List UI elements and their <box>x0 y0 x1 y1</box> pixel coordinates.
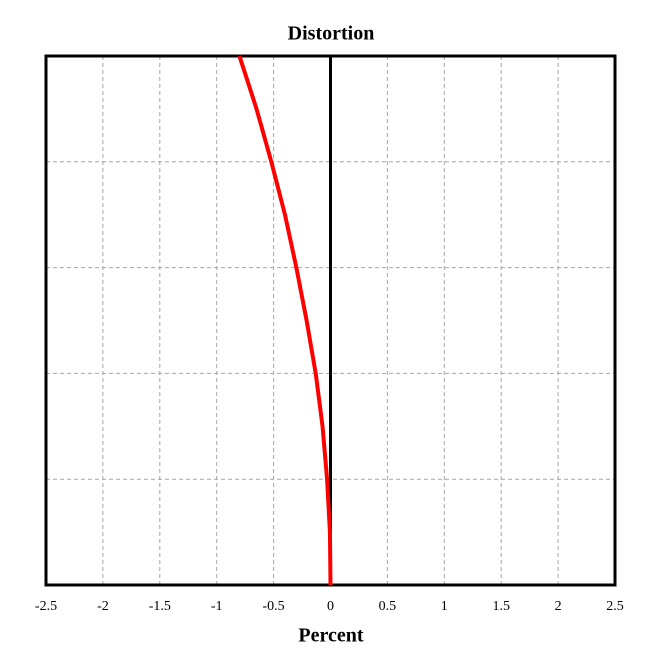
x-tick-label: 1 <box>441 599 448 614</box>
x-tick-label: -0.5 <box>263 599 285 614</box>
x-tick-label: 0.5 <box>379 599 397 614</box>
distortion-line <box>237 55 333 586</box>
x-tick-label: -2.5 <box>35 599 57 614</box>
x-tick-label: 2 <box>555 599 562 614</box>
x-tick-label: -1 <box>211 599 223 614</box>
chart-title: Distortion <box>288 23 375 45</box>
x-axis-label: Percent <box>298 625 363 647</box>
x-tick-label: -1.5 <box>149 599 171 614</box>
x-tick-label: -2 <box>97 599 109 614</box>
x-tick-label: 1.5 <box>492 599 510 614</box>
x-tick-label: 0 <box>327 599 334 614</box>
x-tick-label: 2.5 <box>606 599 624 614</box>
